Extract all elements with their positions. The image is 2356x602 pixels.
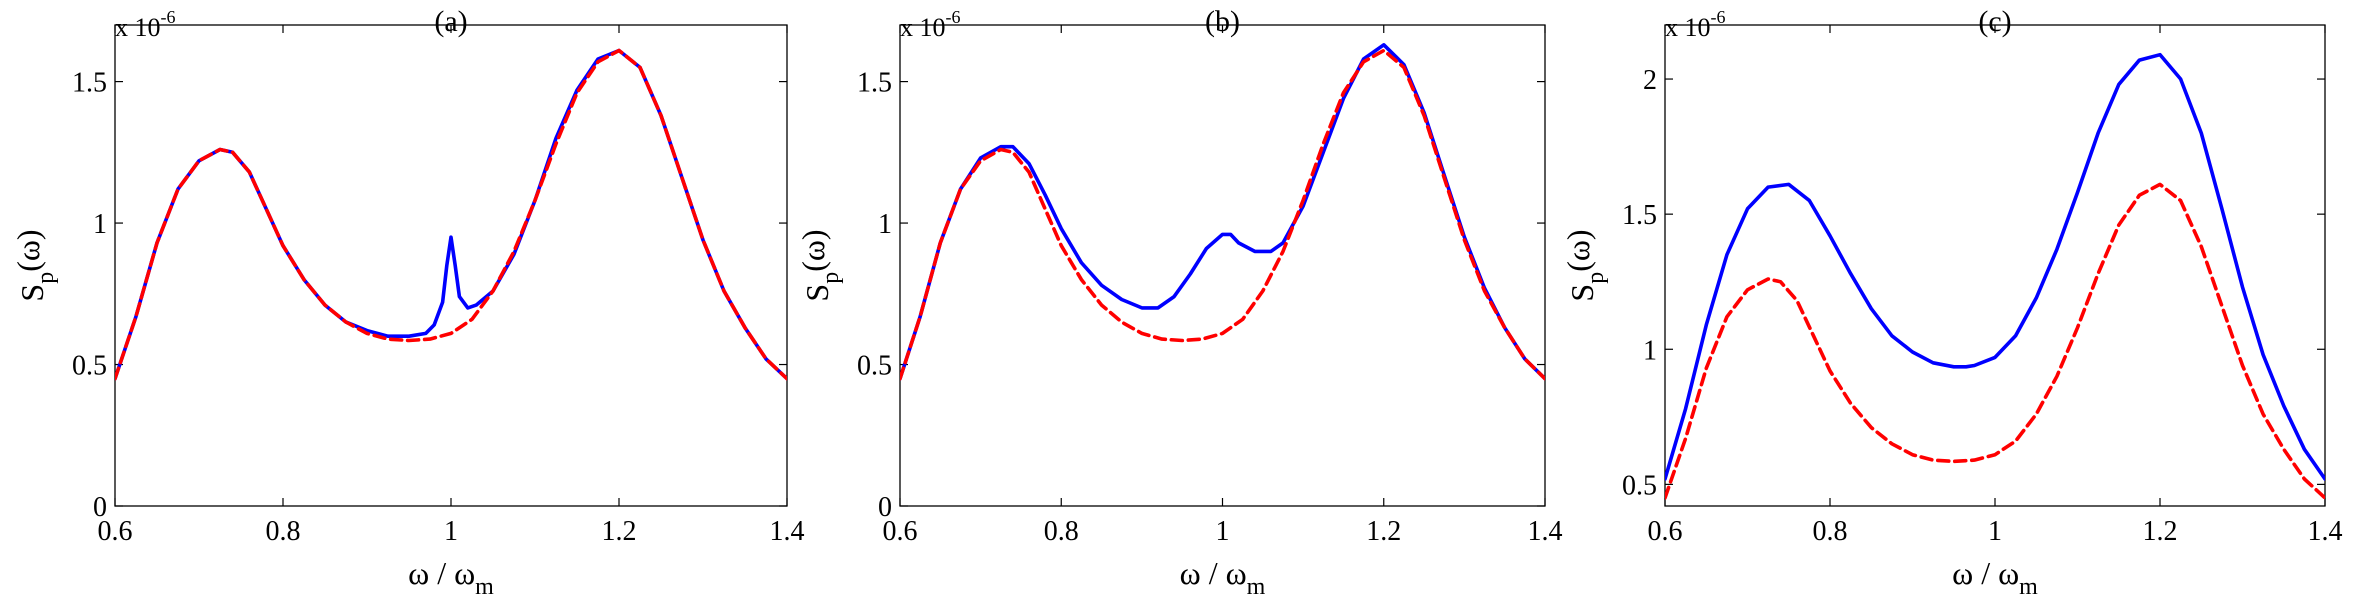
y-tick-label: 2 xyxy=(1643,65,1657,96)
y-tick-label: 1.5 xyxy=(72,68,107,99)
panel-title: (c) xyxy=(1978,5,2011,38)
x-tick-label: 1.2 xyxy=(1366,516,1401,547)
exponent-power: -6 xyxy=(1711,7,1726,27)
panel-title: (b) xyxy=(1205,5,1240,38)
y-tick-label: 0.5 xyxy=(857,351,892,382)
x-axis-label-main: ω / ω xyxy=(1952,555,2019,591)
x-tick-label: 0.6 xyxy=(1648,516,1683,547)
plot-frame xyxy=(1664,24,2326,507)
y-axis-label-arg: (ω) xyxy=(1560,229,1596,271)
x-axis-label: ω / ωm xyxy=(408,555,494,600)
x-axis-label: ω / ωm xyxy=(1180,555,1266,600)
x-tick-label: 0.8 xyxy=(1813,516,1848,547)
x-tick-label: 1.2 xyxy=(2143,516,2178,547)
exponent-base: x 10 xyxy=(1665,13,1711,42)
exponent-base: x 10 xyxy=(900,13,946,42)
exponent-power: -6 xyxy=(946,7,961,27)
series-blue-solid xyxy=(1665,52,2325,481)
x-axis-label-sub: m xyxy=(475,574,494,600)
exponent-label: x 10-6 xyxy=(1665,7,1726,42)
plot-frame xyxy=(114,24,788,507)
y-axis-label-sub: p xyxy=(33,272,59,284)
plot-frame xyxy=(899,24,1546,507)
x-tick-label: 0.6 xyxy=(98,516,133,547)
x-tick-label: 0.6 xyxy=(883,516,918,547)
x-tick-label: 1 xyxy=(1216,516,1230,547)
y-tick-label: 0.5 xyxy=(1622,470,1657,501)
x-tick-label: 0.8 xyxy=(1044,516,1079,547)
x-axis-label-main: ω / ω xyxy=(408,555,475,591)
x-tick-label: 1.2 xyxy=(602,516,637,547)
x-tick-label: 0.8 xyxy=(266,516,301,547)
y-axis-label-main: S xyxy=(1564,284,1600,302)
panel-3: 0.6 0.8 1 1.2 1.4 0.5 1 1.5 2 (c) x 10-6 ω / ωm Sp(ω… xyxy=(1560,5,2343,600)
x-axis-label-sub: m xyxy=(2019,574,2038,600)
x-axis-label: ω / ωm xyxy=(1952,555,2038,600)
y-axis-label-arg: (ω) xyxy=(10,229,46,271)
exponent-power: -6 xyxy=(161,7,176,27)
y-tick-label: 1 xyxy=(878,209,892,240)
x-tick-label: 1.4 xyxy=(2308,516,2343,547)
y-tick-label: 1.5 xyxy=(1622,200,1657,231)
exponent-label: x 10-6 xyxy=(115,7,176,42)
panel-2: 0.6 0.8 1 1.2 1.4 0 0.5 1 1.5 (b) x 10-6 ω / ωm Sp(ω… xyxy=(795,5,1563,600)
x-tick-label: 1 xyxy=(1988,516,2002,547)
x-tick-label: 1.4 xyxy=(1528,516,1563,547)
exponent-base: x 10 xyxy=(115,13,161,42)
y-tick-label: 1 xyxy=(1643,335,1657,366)
panel-title: (a) xyxy=(434,5,467,38)
y-tick-label: 1 xyxy=(93,209,107,240)
y-axis-label: Sp(ω) xyxy=(1560,229,1609,301)
x-tick-label: 1.4 xyxy=(770,516,805,547)
y-tick-label: 0 xyxy=(878,492,892,523)
series-red-dashed xyxy=(1665,182,2325,500)
y-tick-label: 0 xyxy=(93,492,107,523)
y-tick-label: 1.5 xyxy=(857,68,892,99)
x-axis-label-sub: m xyxy=(1247,574,1266,600)
y-axis-label: Sp(ω) xyxy=(795,229,844,301)
y-axis-label-arg: (ω) xyxy=(795,229,831,271)
y-tick-label: 0.5 xyxy=(72,351,107,382)
series-red-dashed xyxy=(900,48,1545,381)
series-red-dashed xyxy=(115,48,787,381)
y-axis-label-main: S xyxy=(799,284,835,302)
y-axis-label-main: S xyxy=(14,284,50,302)
exponent-label: x 10-6 xyxy=(900,7,961,42)
x-axis-label-main: ω / ω xyxy=(1180,555,1247,591)
y-axis-label-sub: p xyxy=(1583,272,1609,284)
y-axis-label: Sp(ω) xyxy=(10,229,59,301)
y-axis-label-sub: p xyxy=(818,272,844,284)
x-tick-label: 1 xyxy=(444,516,458,547)
panel-1: 0.6 0.8 1 1.2 1.4 0 0.5 1 1.5 (a) x 10-6 ω / ωm Sp(ω… xyxy=(10,5,805,600)
